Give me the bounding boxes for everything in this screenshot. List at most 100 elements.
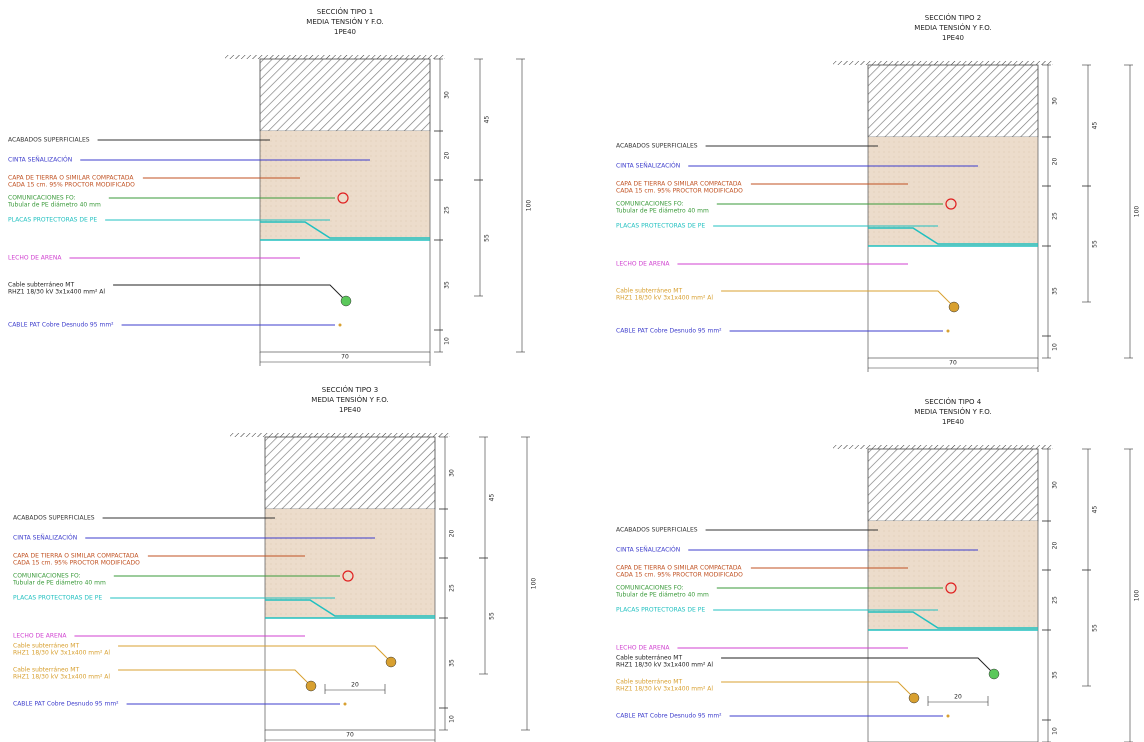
- layer-label: Tubular de PE diámetro 40 mm: [615, 592, 709, 599]
- layer-label: Cable subterráneo MT: [616, 679, 682, 686]
- layer-label: CINTA SEÑALIZACIÓN: [616, 547, 680, 554]
- dimension-label: 45: [1092, 506, 1099, 514]
- dimension-label: 35: [1052, 671, 1059, 679]
- earth-cable: [946, 329, 950, 333]
- ground-surface: [230, 433, 450, 437]
- dimension-label: 10: [449, 715, 456, 723]
- section-title: SECCIÓN TIPO 4: [925, 397, 982, 406]
- layer-label: PLACAS PROTECTORAS DE PE: [616, 223, 705, 230]
- section-title: SECCIÓN TIPO 2: [925, 13, 981, 22]
- layer-label: CAPA DE TIERRA O SIMILAR COMPACTADA: [616, 565, 742, 572]
- cable-symbol: [305, 680, 317, 692]
- leader-line: [721, 681, 913, 697]
- cable-symbol: [948, 301, 960, 313]
- layer-label: CAPA DE TIERRA O SIMILAR COMPACTADA: [616, 181, 742, 188]
- cable-symbol: [340, 295, 352, 307]
- protective-plate: [868, 611, 1038, 629]
- dimension-label: 45: [484, 116, 491, 124]
- layer-label: PLACAS PROTECTORAS DE PE: [13, 595, 102, 602]
- section-title: 1PE40: [942, 34, 964, 42]
- layer-label: RHZ1 18/30 kV 3x1x400 mm² Al: [8, 289, 105, 296]
- layer-label: Tubular de PE diámetro 40 mm: [615, 208, 709, 215]
- dimension-label: 25: [449, 584, 456, 592]
- dimension-label: 55: [484, 234, 491, 242]
- dimension-label: 35: [1052, 287, 1059, 295]
- dimension-label: 25: [1052, 596, 1059, 604]
- dimension-label: 55: [489, 612, 496, 620]
- dimension-label: 10: [1052, 343, 1059, 351]
- layer-label: Cable subterráneo MT: [616, 288, 682, 295]
- dimension-label: 70: [346, 732, 354, 739]
- dimension-label: 45: [1092, 122, 1099, 130]
- section-title: 1PE40: [334, 28, 356, 36]
- layer-label: LECHO DE ARENA: [616, 261, 670, 268]
- pavement-layer: [867, 448, 1039, 522]
- earth-cable: [338, 323, 342, 327]
- layer-label: CADA 15 cm. 95% PROCTOR MODIFICADO: [616, 572, 743, 579]
- layer-label: CINTA SEÑALIZACIÓN: [8, 157, 72, 164]
- layer-label: CINTA SEÑALIZACIÓN: [13, 535, 77, 542]
- layer-label: RHZ1 18/30 kV 3x1x400 mm² Al: [616, 295, 713, 302]
- dimension-label: 10: [444, 337, 451, 345]
- earth-cable: [946, 714, 950, 718]
- dimension-label: 55: [1092, 624, 1099, 632]
- earth-cable: [343, 702, 347, 706]
- section-title: SECCIÓN TIPO 3: [322, 385, 378, 394]
- layer-label: COMUNICACIONES FO:: [8, 195, 76, 202]
- section-title: MEDIA TENSIÓN Y F.O.: [306, 17, 383, 26]
- layer-label: Cable subterráneo MT: [616, 655, 682, 662]
- fiber-duct: [945, 198, 957, 210]
- dimension-label: 100: [1134, 590, 1141, 602]
- backfill-layer: [265, 509, 435, 618]
- layer-label: CADA 15 cm. 95% PROCTOR MODIFICADO: [13, 560, 140, 567]
- dimension-label: 20: [351, 682, 359, 689]
- layer-label: CADA 15 cm. 95% PROCTOR MODIFICADO: [616, 188, 743, 195]
- backfill-layer: [260, 131, 430, 240]
- ground-surface: [833, 61, 1053, 65]
- leader-line: [113, 284, 345, 300]
- layer-label: ACABADOS SUPERFICIALES: [616, 143, 698, 150]
- trench-outline: [259, 58, 431, 353]
- pavement-layer: [259, 58, 431, 132]
- cable-symbol: [385, 656, 397, 668]
- leader-line: [118, 645, 390, 661]
- dimension-label: 20: [449, 530, 456, 538]
- dimension-label: 20: [444, 152, 451, 160]
- layer-label: LECHO DE ARENA: [8, 255, 62, 262]
- layer-label: CINTA SEÑALIZACIÓN: [616, 163, 680, 170]
- dimension-label: 30: [444, 91, 451, 99]
- dimension-label: 70: [341, 354, 349, 361]
- layer-label: CABLE PAT Cobre Desnudo 95 mm²: [616, 328, 722, 335]
- section-title: 1PE40: [942, 418, 964, 426]
- dimension-label: 35: [444, 281, 451, 289]
- dimension-label: 70: [949, 360, 957, 367]
- pavement-layer: [264, 436, 436, 510]
- layer-label: LECHO DE ARENA: [616, 645, 670, 652]
- dimension-label: 20: [1052, 158, 1059, 166]
- dimension-label: 55: [1092, 240, 1099, 248]
- pavement-layer: [867, 64, 1039, 138]
- section-title: SECCIÓN TIPO 1: [317, 7, 373, 16]
- layer-label: RHZ1 18/30 kV 3x1x400 mm² Al: [616, 662, 713, 669]
- layer-label: ACABADOS SUPERFICIALES: [616, 527, 698, 534]
- ground-surface: [833, 445, 1053, 449]
- layer-label: COMUNICACIONES FO:: [616, 585, 684, 592]
- layer-label: ACABADOS SUPERFICIALES: [8, 137, 90, 144]
- cable-symbol: [908, 692, 920, 704]
- dimension-label: 20: [954, 694, 962, 701]
- layer-label: CABLE PAT Cobre Desnudo 95 mm²: [8, 322, 114, 329]
- layer-label: RHZ1 18/30 kV 3x1x400 mm² Al: [13, 674, 110, 681]
- backfill-layer: [868, 137, 1038, 246]
- dimension-label: 30: [1052, 481, 1059, 489]
- cable-symbol: [988, 668, 1000, 680]
- trench-outline: [264, 436, 436, 731]
- protective-plate: [265, 599, 435, 617]
- ground-surface: [225, 55, 445, 59]
- layer-label: CABLE PAT Cobre Desnudo 95 mm²: [616, 713, 722, 720]
- dimension-label: 20: [1052, 542, 1059, 550]
- dimension-label: 100: [526, 200, 533, 212]
